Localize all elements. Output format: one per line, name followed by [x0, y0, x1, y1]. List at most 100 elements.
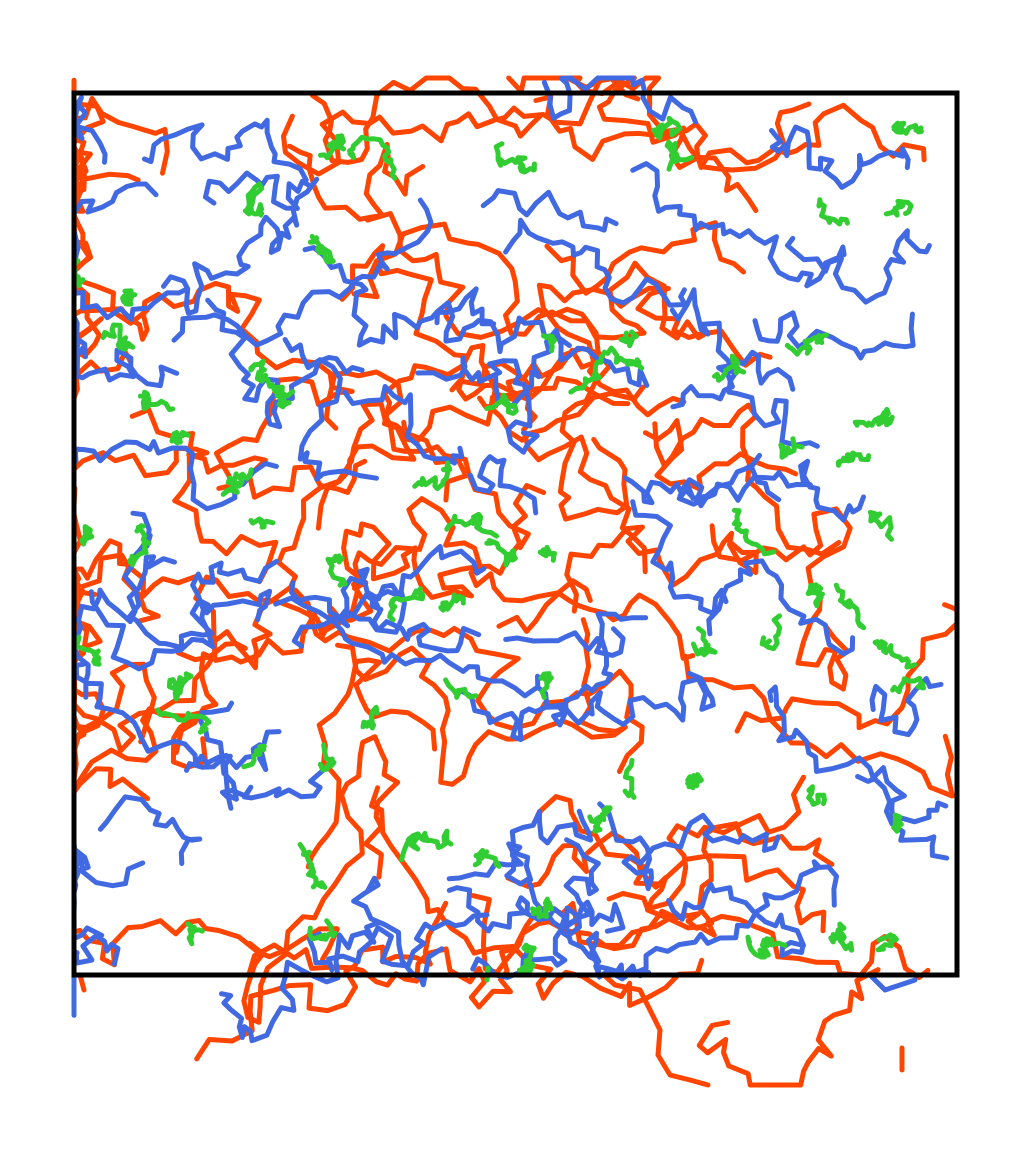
- blue-trajectory: [219, 920, 381, 1044]
- orange-trajectory: [351, 221, 711, 341]
- green-trajectory: [412, 460, 453, 492]
- green-trajectory: [890, 675, 927, 695]
- green-trajectory: [347, 134, 398, 181]
- orange-trajectory: [287, 142, 426, 222]
- green-trajectory: [360, 704, 380, 731]
- green-trajectory: [137, 389, 176, 412]
- green-trajectory: [568, 349, 607, 395]
- green-trajectory: [241, 743, 267, 770]
- green-trajectory: [248, 516, 276, 530]
- green-trajectory: [399, 833, 421, 863]
- blue-trajectory: [480, 188, 619, 233]
- blue-trajectory: [71, 313, 180, 397]
- orange-trajectory: [305, 657, 438, 870]
- blue-trajectory: [597, 801, 781, 892]
- orange-trajectory: [335, 617, 628, 787]
- orange-trajectory: [213, 369, 531, 551]
- green-trajectory: [540, 333, 558, 354]
- green-trajectory: [828, 921, 855, 953]
- blue-trajectory: [71, 839, 146, 907]
- green-trajectory: [891, 120, 924, 136]
- blue-trajectory: [622, 452, 782, 509]
- blue-trajectory: [88, 558, 280, 672]
- orange-trajectory: [315, 343, 646, 531]
- blue-trajectory: [342, 384, 465, 466]
- blue-trajectory: [415, 355, 540, 455]
- blue-trajectory: [282, 337, 379, 482]
- green-trajectory: [127, 523, 152, 568]
- blue-trajectory: [289, 580, 402, 621]
- blue-trajectory: [503, 217, 688, 308]
- green-trajectory: [169, 429, 191, 446]
- green-trajectory: [484, 392, 519, 416]
- green-trajectory: [443, 677, 479, 700]
- green-trajectory: [493, 141, 537, 175]
- green-trajectory: [79, 524, 95, 547]
- blue-trajectory: [460, 611, 649, 743]
- green-trajectory: [325, 553, 348, 588]
- green-trajectory: [438, 592, 466, 613]
- green-trajectory: [273, 384, 296, 410]
- green-trajectory: [410, 828, 454, 850]
- blue-trajectory: [203, 170, 312, 211]
- orange-trajectory: [449, 361, 648, 575]
- blue-trajectory: [855, 774, 950, 861]
- trajectory-tracks: [71, 75, 960, 1088]
- orange-trajectory: [241, 734, 401, 1025]
- blue-trajectory: [541, 75, 698, 125]
- orange-trajectory: [309, 75, 543, 165]
- green-trajectory: [318, 133, 346, 161]
- green-trajectory: [745, 934, 788, 960]
- orange-trajectory: [194, 900, 449, 1062]
- green-trajectory: [664, 139, 695, 172]
- green-trajectory: [731, 507, 777, 557]
- blue-trajectory: [593, 859, 839, 980]
- green-trajectory: [297, 842, 328, 890]
- green-trajectory: [891, 812, 904, 834]
- blue-trajectory: [141, 117, 309, 183]
- green-trajectory: [307, 233, 336, 265]
- green-trajectory: [155, 707, 212, 735]
- green-trajectory: [833, 582, 867, 631]
- blue-trajectory: [330, 566, 482, 654]
- excursion-trajectory: [601, 972, 711, 1088]
- green-trajectory: [120, 288, 138, 307]
- green-trajectory: [587, 805, 613, 834]
- blue-trajectory: [446, 885, 626, 939]
- green-trajectory: [242, 181, 265, 218]
- blue-trajectory: [677, 458, 866, 523]
- blue-trajectory: [670, 349, 796, 410]
- blue-trajectory: [71, 933, 121, 1018]
- green-trajectory: [805, 582, 825, 609]
- green-trajectory: [867, 509, 894, 542]
- green-trajectory: [185, 921, 205, 947]
- blue-trajectory: [351, 875, 445, 988]
- green-trajectory: [806, 784, 827, 807]
- plot-frame: [71, 90, 960, 978]
- orange-trajectory: [292, 587, 645, 774]
- green-trajectory: [248, 358, 282, 399]
- blue-trajectory: [588, 670, 716, 727]
- blue-trajectory: [220, 767, 326, 811]
- green-trajectory: [472, 847, 502, 869]
- blue-trajectory: [71, 285, 188, 369]
- blue-trajectory: [767, 684, 949, 825]
- green-trajectory: [529, 896, 554, 920]
- green-trajectory: [387, 586, 426, 623]
- green-trajectory: [650, 115, 683, 141]
- blue-trajectory: [752, 310, 916, 361]
- orange-trajectory: [401, 345, 687, 444]
- green-trajectory: [537, 544, 557, 563]
- orange-trajectory: [696, 967, 881, 1088]
- green-trajectory: [516, 942, 537, 977]
- green-trajectory: [712, 353, 747, 383]
- green-trajectory: [100, 322, 136, 352]
- green-trajectory: [875, 932, 899, 953]
- green-trajectory: [220, 467, 254, 497]
- blue-trajectory: [71, 554, 177, 700]
- blue-trajectory: [73, 661, 239, 802]
- orange-trajectory: [470, 821, 835, 975]
- green-trajectory: [816, 197, 850, 227]
- green-trajectory: [784, 332, 829, 357]
